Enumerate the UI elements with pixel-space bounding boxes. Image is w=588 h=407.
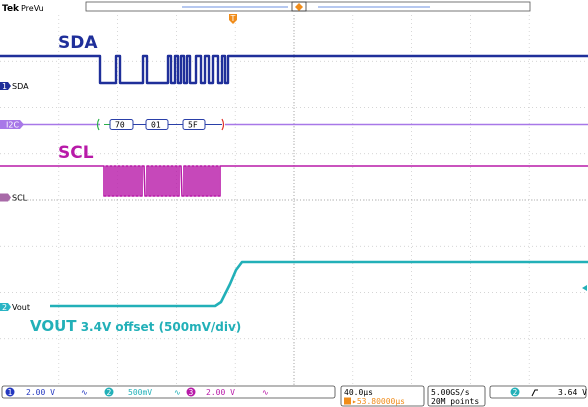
trigger-position-icon [295,3,303,11]
vout-annotation: VOUT 3.4V offset (500mV/div) [30,317,241,335]
waveforms [0,54,588,308]
status-bar: 1 2.00 V ∿ 2 500mV ∿ 3 2.00 V ∿ 40.0µs ▸… [0,385,588,407]
ch2-indicator-icon [104,387,114,397]
channel-markers: 1 SDA I2C SCL 2 Vout [0,82,587,312]
vout-waveform [50,260,588,308]
mode-label: PreVu [21,4,44,13]
ch2-marker-label: 2 [2,303,7,312]
ch1-indicator-icon [5,387,15,397]
i2c-packet-value: 01 [151,121,161,130]
sample-rate: 5.00GS/s [431,388,470,397]
ch2-scale[interactable]: 500mV [128,388,152,397]
trigger-source: 2 [513,388,518,397]
ch1-scale[interactable]: 2.00 V [26,388,55,397]
ch1-number: 1 [8,388,13,397]
record-view-bar[interactable] [85,1,531,12]
i2c-packet-value: 70 [115,121,125,130]
trigger-source-icon [510,387,520,397]
ch2-ground-marker[interactable]: 2 [0,303,11,312]
timebase-value: 40.0µs [344,388,373,397]
trigger-level-icon[interactable] [582,285,587,291]
i2c-stop-marker [221,118,225,131]
i2c-bus-marker[interactable]: I2C [0,120,24,130]
sda-title: SDA [58,33,98,53]
scl-waveform [0,165,588,197]
ch1-trace-label: SDA [12,82,29,91]
graticule [0,15,588,385]
i2c-packet-value: 5F [188,121,198,130]
ch1-marker-label: 1 [2,82,7,91]
i2c-marker-label: I2C [6,121,19,130]
i2c-start-marker [96,118,100,131]
ch3-scale[interactable]: 2.00 V [206,388,235,397]
ch3-trace-label: SCL [12,194,28,203]
ch1-ground-marker[interactable]: 1 [0,82,11,91]
scl-title: SCL [58,143,94,163]
trigger-level: 3.64 V [558,388,587,397]
ch3-number: 3 [189,388,194,397]
acquisition-box[interactable] [427,385,486,407]
record-length: 20M points [431,397,479,406]
trigger-marker-label: T [230,14,236,23]
trigger-position-value: ▸53.80000µs [352,397,405,406]
brand-label: Tek [2,4,20,14]
ch3-bandwidth-icon: ∿ [262,388,269,397]
top-bar: Tek PreVu T [2,1,531,24]
trigger-slope-icon [531,389,538,397]
trigger-marker-icon[interactable] [229,14,237,24]
i2c-decode: 70 01 5F [96,118,225,131]
ch2-trace-label: Vout [12,303,30,312]
ch3-indicator-icon [186,387,196,397]
vertical-settings-box[interactable] [1,385,336,399]
trigger-position-icon [344,397,351,405]
ch2-bandwidth-icon: ∿ [174,388,181,397]
ch3-ground-marker[interactable] [0,193,11,202]
ch2-number: 2 [107,388,112,397]
horizontal-settings-box[interactable] [340,385,425,407]
sda-waveform [0,54,588,85]
ch1-bandwidth-icon: ∿ [81,388,88,397]
